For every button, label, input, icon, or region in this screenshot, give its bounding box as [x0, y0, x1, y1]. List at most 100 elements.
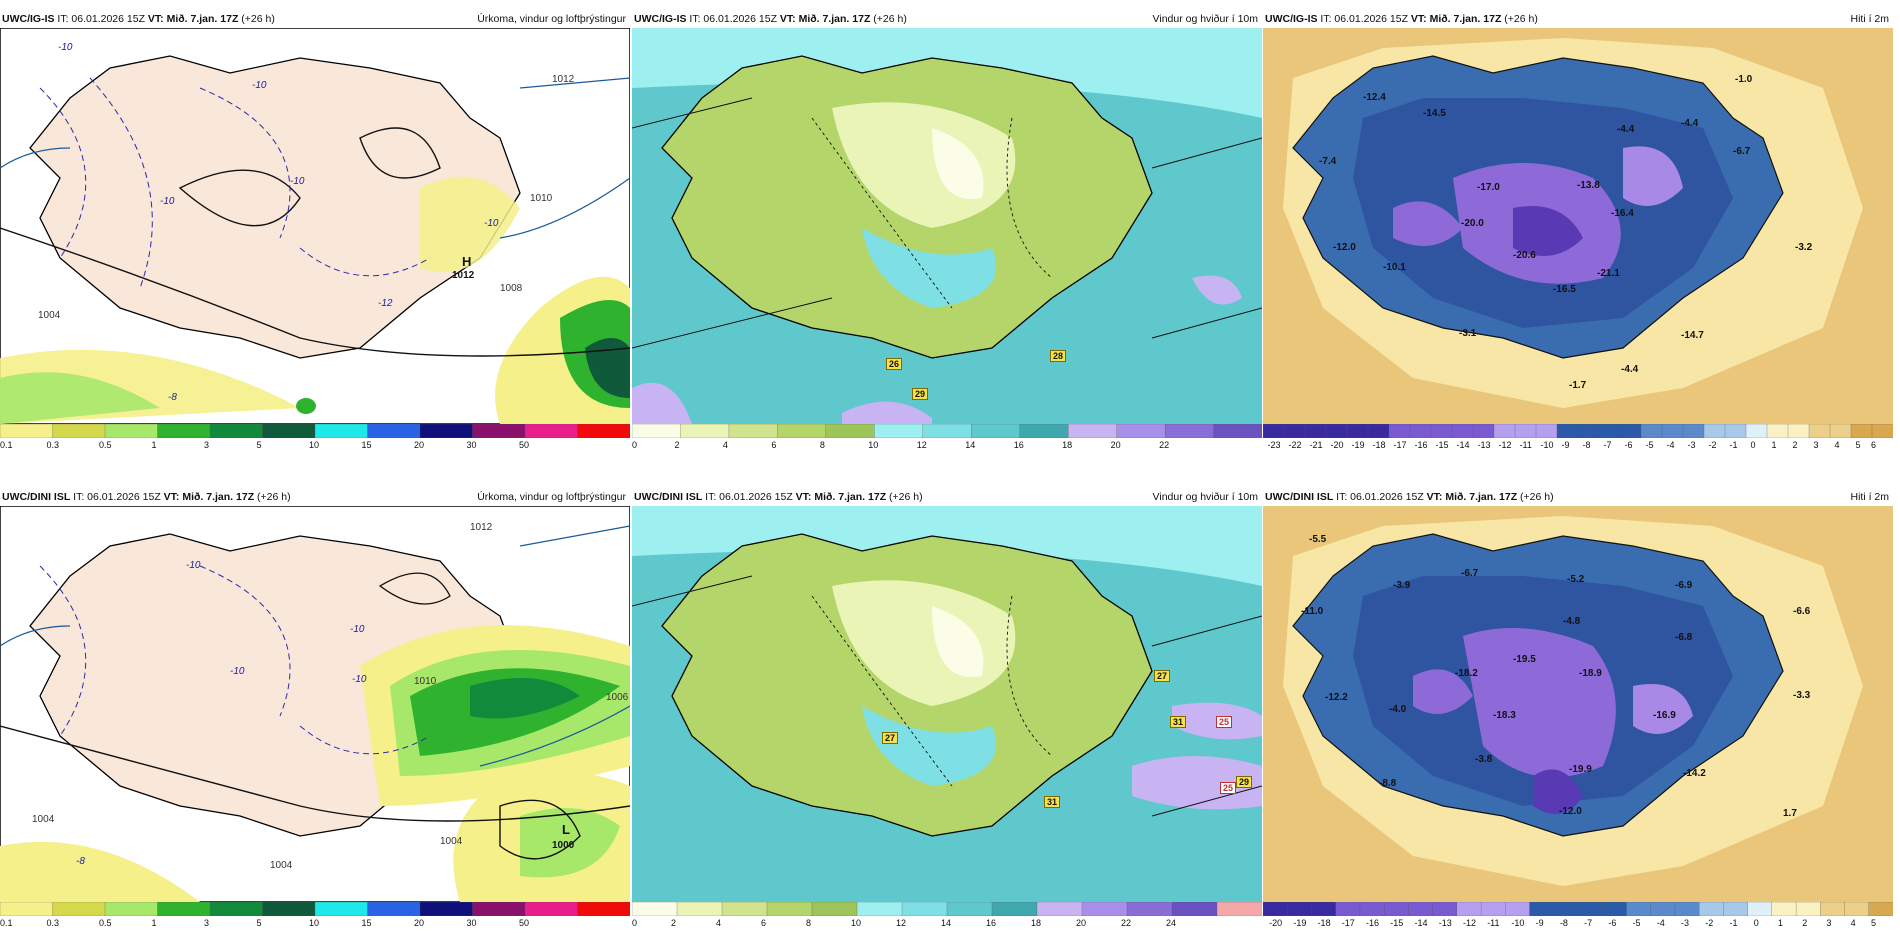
colorbar-swatch: [1766, 424, 1789, 438]
temp-label: -4.4: [1621, 364, 1639, 375]
colorbar-swatch: [1514, 424, 1537, 438]
colorbar-swatch: [1535, 424, 1558, 438]
colorbar-tick-label: 1: [1771, 440, 1777, 450]
colorbar-swatch: [1850, 424, 1873, 438]
colorbar-tick-label: 20: [414, 918, 425, 928]
lead-time: (+26 h): [257, 491, 291, 503]
colorbar-swatch: [1626, 902, 1652, 916]
colorbar-swatch: [52, 902, 106, 916]
temp-label: -16.4: [1611, 208, 1634, 219]
colorbar-tick-label: -13: [1438, 918, 1452, 928]
colorbar-swatch: [472, 902, 526, 916]
temp-label: -5.2: [1567, 574, 1585, 585]
map-temperature: -12.4 -14.5 -1.0 -7.4 -17.0 -13.8 -4.4 -…: [1263, 28, 1893, 424]
colorbar-tick-label: 50: [519, 918, 530, 928]
init-time: IT: 06.01.2026 15Z: [1336, 491, 1424, 503]
colorbar-swatch: [1505, 902, 1531, 916]
valid-label: VT:: [1410, 13, 1427, 25]
temp-label: -4.0: [1389, 704, 1407, 715]
valid-time: Mið. 7.jan. 17Z: [1445, 491, 1518, 503]
panel-title: Hiti í 2m: [1850, 13, 1889, 25]
colorbar-tick-label: 10: [868, 440, 879, 450]
panel-igis-precip: UWC/IG-IS IT: 06.01.2026 15Z VT: Mið. 7.…: [0, 10, 630, 455]
colorbar-tick-label: 4: [1834, 440, 1840, 450]
colorbar-tick-label: 14: [941, 918, 952, 928]
panel-header: UWC/DINI ISL IT: 06.01.2026 15Z VT: Mið.…: [632, 488, 1262, 506]
colorbar-swatch: [52, 424, 106, 438]
colorbar-tick-label: -5: [1645, 440, 1654, 450]
colorbar-swatch: [577, 424, 630, 438]
isobar-label: 1010: [414, 676, 437, 687]
colorbar-tick-label: -9: [1561, 440, 1570, 450]
map-wind: 26 29 28: [632, 28, 1262, 424]
colorbar-tick-label: 12: [916, 440, 927, 450]
isobar-label: 1004: [38, 310, 61, 321]
valid-label: VT:: [779, 13, 796, 25]
temp-label: -6.7: [1461, 568, 1479, 579]
colorbar-tick-label: 18: [1031, 918, 1042, 928]
colorbar-swatch: [1116, 424, 1166, 438]
colorbar-swatch: [777, 424, 827, 438]
colorbar-swatch: [314, 424, 369, 438]
model-name: UWC/IG-IS: [2, 13, 55, 25]
colorbar-swatch: [1325, 424, 1348, 438]
colorbar-tick-label: -3: [1687, 440, 1696, 450]
colorbar-tick-label: -9: [1535, 918, 1544, 928]
colorbar-swatch: [1493, 424, 1516, 438]
low-pressure-marker: L: [562, 822, 570, 837]
valid-time: Mið. 7.jan. 17Z: [166, 13, 239, 25]
colorbar-temperature: -23 -22 -21 -20 -19 -18 -17 -16 -15 -14 -13 -12 -11-…: [1263, 424, 1893, 454]
lead-time: (+26 h): [241, 13, 275, 25]
colorbar-swatch: [1868, 902, 1893, 916]
colorbar-swatch: [1019, 424, 1069, 438]
colorbar-tick-label: -20: [1269, 918, 1283, 928]
panel-dini-temp: UWC/DINI ISL IT: 06.01.2026 15Z VT: Mið.…: [1263, 488, 1893, 938]
valid-time: Mið. 7.jan. 17Z: [814, 491, 887, 503]
colorbar-swatch: [1335, 902, 1361, 916]
colorbar-tick-label: 1: [151, 440, 157, 450]
panel-title: Úrkoma, vindur og loftþrýstingur: [477, 491, 626, 503]
colorbar-swatch: [1871, 424, 1893, 438]
panel-title: Vindur og hviður í 10m: [1152, 491, 1258, 503]
colorbar-tick-label: 10: [309, 440, 320, 450]
isobar-label: 1006: [606, 692, 629, 703]
colorbar-swatch: [262, 424, 316, 438]
colorbar-tick-label: 14: [965, 440, 976, 450]
colorbar-tick-label: -11: [1487, 918, 1500, 928]
colorbar-tick-label: 8: [819, 440, 825, 450]
gust-label: 25: [1216, 716, 1233, 728]
colorbar-swatch: [1598, 424, 1621, 438]
isobar-label: 1004: [32, 814, 55, 825]
temp-label: -12.0: [1333, 242, 1356, 253]
colorbar-tick-label: -23: [1267, 440, 1281, 450]
colorbar-tick-label: -13: [1477, 440, 1491, 450]
colorbar-swatch: [632, 902, 678, 916]
colorbar-swatch: [1480, 902, 1506, 916]
colorbar-swatch: [314, 902, 369, 916]
colorbar-wind: 0 2 4 6 8 10 12 14 16 18 20 22: [632, 424, 1262, 454]
colorbar-tick-label: -15: [1390, 918, 1404, 928]
colorbar-swatch: [632, 424, 682, 438]
colorbar-tick-label: -17: [1393, 440, 1407, 450]
temp-label: -20.0: [1461, 218, 1484, 229]
temp-label: -16.9: [1653, 710, 1676, 721]
colorbar-tick-label: -1: [1729, 918, 1738, 928]
colorbar-tick-label: -7: [1584, 918, 1593, 928]
colorbar-tick-label: 22: [1159, 440, 1170, 450]
colorbar-tick-label: 5: [256, 918, 262, 928]
temp-label: -7.4: [1319, 156, 1337, 167]
isobar-label: 1010: [530, 193, 553, 204]
colorbar-swatch: [1263, 424, 1285, 438]
colorbar-tick-label: 10: [309, 918, 320, 928]
colorbar-tick-label: 0: [632, 918, 638, 928]
panel-dini-precip: UWC/DINI ISL IT: 06.01.2026 15Z VT: Mið.…: [0, 488, 630, 938]
colorbar-tick-label: -10: [1540, 440, 1554, 450]
colorbar-swatch: [676, 902, 723, 916]
temp-label: -17.0: [1477, 182, 1500, 193]
colorbar-tick-label: 4: [722, 440, 728, 450]
temp-label: -14.7: [1681, 330, 1704, 341]
panel-header: UWC/IG-IS IT: 06.01.2026 15Z VT: Mið. 7.…: [632, 10, 1262, 28]
isobar-label: 1008: [500, 283, 523, 294]
temp-label: -20.6: [1513, 250, 1536, 261]
colorbar-tick-label: 5: [1871, 918, 1877, 928]
